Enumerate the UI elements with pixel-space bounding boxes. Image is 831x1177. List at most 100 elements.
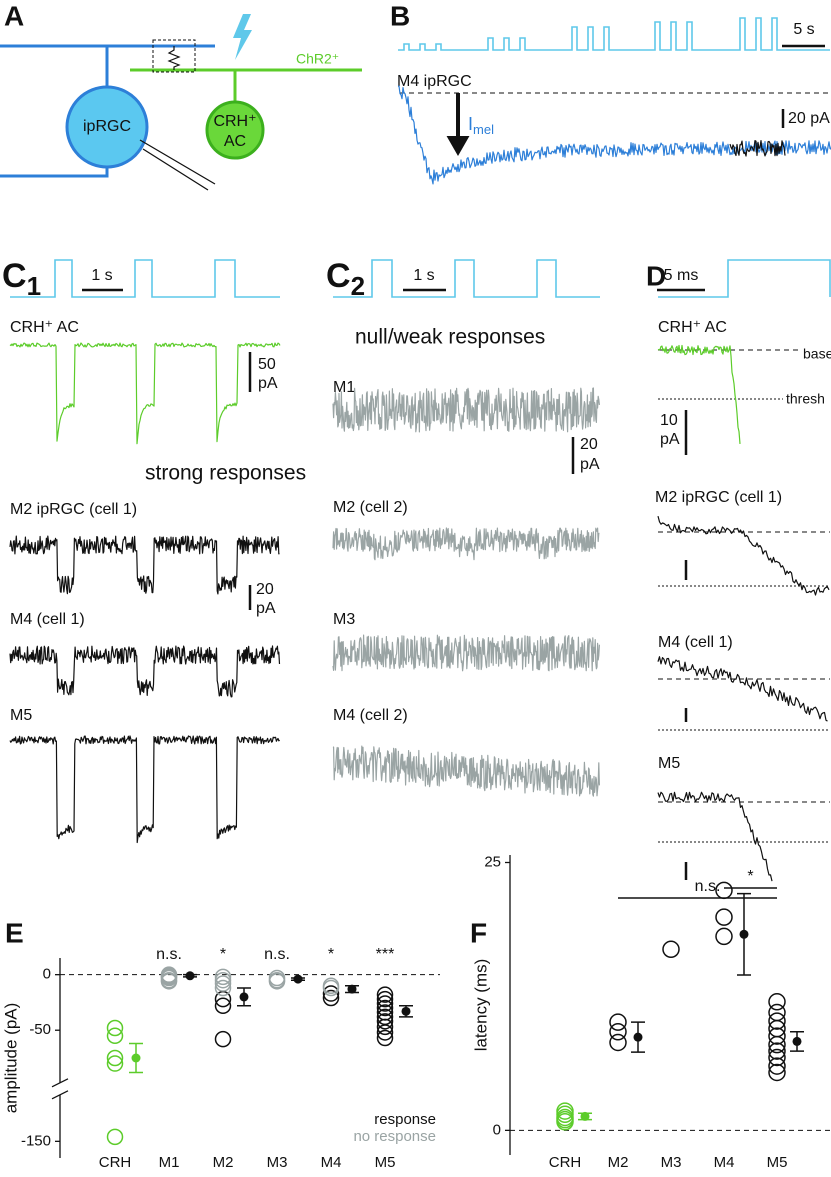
trace-label: M2 ipRGC (cell 1) bbox=[10, 501, 137, 518]
trace bbox=[332, 634, 600, 672]
resistor bbox=[167, 46, 181, 70]
data-point bbox=[768, 1063, 786, 1082]
x-tick-label: M5 bbox=[375, 1154, 396, 1171]
data-point bbox=[214, 997, 232, 1015]
data-point bbox=[609, 1023, 627, 1041]
trace-label: CRH⁺ AC bbox=[658, 319, 727, 336]
y-tick-label: 0 bbox=[43, 966, 51, 983]
data-point bbox=[106, 1128, 124, 1146]
light-stimulus bbox=[333, 259, 600, 298]
data-point bbox=[715, 908, 733, 926]
y-tick-label: -50 bbox=[29, 1021, 51, 1038]
data-point bbox=[556, 1102, 574, 1120]
x-tick-label: M2 bbox=[608, 1154, 629, 1171]
data-point bbox=[662, 940, 680, 959]
panel-label: C2 bbox=[326, 257, 365, 301]
gap-junction-box bbox=[152, 39, 196, 73]
trace bbox=[9, 535, 280, 595]
mean-point bbox=[185, 971, 195, 981]
significance-label: * bbox=[328, 946, 334, 963]
x-tick-label: CRH bbox=[99, 1154, 132, 1171]
data-point bbox=[768, 1012, 786, 1030]
light-bolt bbox=[233, 14, 252, 60]
data-point bbox=[376, 1018, 394, 1036]
data-point bbox=[214, 979, 232, 997]
iprgc-processes bbox=[0, 44, 215, 178]
scale-label: 10 bbox=[660, 412, 678, 429]
data-point bbox=[768, 1057, 786, 1075]
x-tick-label: M5 bbox=[767, 1154, 788, 1171]
data-point bbox=[768, 1042, 786, 1060]
data-point bbox=[268, 973, 286, 990]
trace bbox=[657, 791, 773, 882]
trace-label: M5 bbox=[658, 755, 680, 772]
trace bbox=[9, 735, 281, 844]
scale-label: pA bbox=[660, 431, 680, 448]
data-point bbox=[715, 927, 733, 946]
label-main: C bbox=[326, 257, 351, 295]
x-tick-label: M1 bbox=[159, 1154, 180, 1171]
current-label: Imel bbox=[468, 114, 494, 138]
data-point bbox=[376, 995, 394, 1012]
current-sub: mel bbox=[473, 122, 494, 137]
data-point bbox=[106, 1055, 124, 1072]
label-sub: 1 bbox=[27, 271, 41, 301]
x-tick-label: M2 bbox=[213, 1154, 234, 1171]
x-tick-label: M3 bbox=[267, 1154, 288, 1171]
trace-label: M2 (cell 2) bbox=[333, 499, 408, 516]
scale-label: 20 pA bbox=[788, 110, 830, 127]
group-label: null/weak responses bbox=[355, 326, 545, 349]
y-tick-label: 0 bbox=[493, 1121, 501, 1138]
trace-label: M3 bbox=[333, 611, 355, 628]
light-stimulus bbox=[10, 259, 280, 298]
data-point bbox=[376, 990, 394, 1008]
arrow bbox=[446, 93, 470, 157]
data-point bbox=[322, 985, 340, 1002]
trace-label: M5 bbox=[10, 707, 32, 724]
data-point bbox=[376, 999, 394, 1017]
data-point bbox=[376, 986, 394, 1003]
scale-label: 20 bbox=[580, 436, 598, 453]
data-point bbox=[609, 1033, 627, 1052]
data-point bbox=[609, 1013, 627, 1031]
scale-label: pA bbox=[580, 456, 600, 473]
mean-point bbox=[401, 1006, 411, 1016]
cell-label: CRH⁺ bbox=[213, 113, 256, 130]
x-tick-label: CRH bbox=[549, 1154, 582, 1171]
data-point bbox=[106, 1019, 124, 1037]
scale-label: 1 s bbox=[91, 267, 112, 284]
panel-label: D bbox=[646, 260, 666, 291]
cell-label: ipRGC bbox=[83, 118, 131, 135]
data-point bbox=[768, 1035, 786, 1054]
trace bbox=[332, 387, 600, 433]
pipette bbox=[139, 139, 216, 191]
trace bbox=[9, 342, 281, 445]
trace bbox=[397, 85, 831, 185]
chr2-label: ChR2⁺ bbox=[296, 51, 339, 67]
trace-label: M2 ipRGC (cell 1) bbox=[655, 489, 782, 506]
data-point bbox=[106, 1049, 124, 1067]
panel-a-diagram bbox=[0, 14, 362, 191]
axis-break bbox=[51, 1078, 69, 1088]
iprgc-soma bbox=[65, 85, 149, 169]
data-point bbox=[768, 1027, 786, 1045]
data-point bbox=[376, 1024, 394, 1041]
legend-entry: no response bbox=[353, 1128, 436, 1145]
mean-point bbox=[347, 984, 357, 994]
trace bbox=[332, 527, 600, 561]
trace bbox=[657, 515, 830, 596]
light-stimulus bbox=[398, 17, 830, 51]
mean-point bbox=[792, 1036, 802, 1046]
trace bbox=[657, 344, 741, 444]
x-tick-label: M3 bbox=[661, 1154, 682, 1171]
label-main: C bbox=[2, 257, 27, 295]
panel-label: E bbox=[5, 917, 24, 948]
ac-processes bbox=[130, 68, 362, 102]
scale-label: pA bbox=[256, 600, 276, 617]
thresh-label: thresh bbox=[786, 391, 825, 407]
scale-label: pA bbox=[258, 375, 278, 392]
scale-label: 5 s bbox=[793, 21, 814, 38]
data-point bbox=[160, 973, 178, 990]
panel-label: A bbox=[4, 0, 24, 31]
